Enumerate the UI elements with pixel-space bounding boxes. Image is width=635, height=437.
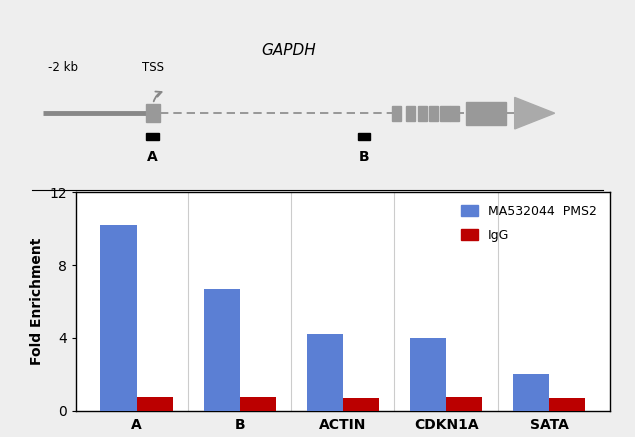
Bar: [358, 133, 370, 140]
Bar: [450, 106, 459, 121]
Bar: [441, 106, 450, 121]
Bar: [392, 106, 401, 121]
Bar: [146, 133, 159, 140]
Legend: MA532044  PMS2, IgG: MA532044 PMS2, IgG: [455, 198, 603, 248]
Text: GAPDH: GAPDH: [262, 43, 316, 59]
Bar: [406, 106, 415, 121]
Text: TSS: TSS: [142, 61, 164, 74]
Bar: [240, 397, 276, 411]
Bar: [418, 106, 427, 121]
Bar: [429, 106, 438, 121]
Bar: [343, 398, 379, 411]
Text: -2 kb: -2 kb: [48, 61, 78, 74]
Text: A: A: [147, 150, 157, 164]
Bar: [137, 397, 173, 411]
Y-axis label: Fold Enrichment: Fold Enrichment: [30, 238, 44, 365]
Bar: [100, 225, 137, 411]
Bar: [204, 289, 240, 411]
Text: B: B: [359, 150, 369, 164]
Polygon shape: [514, 97, 555, 129]
Bar: [146, 104, 160, 122]
Bar: [307, 334, 343, 411]
Bar: [513, 375, 549, 411]
Bar: [549, 398, 585, 411]
Bar: [466, 101, 506, 125]
Bar: [446, 397, 482, 411]
Bar: [410, 338, 446, 411]
